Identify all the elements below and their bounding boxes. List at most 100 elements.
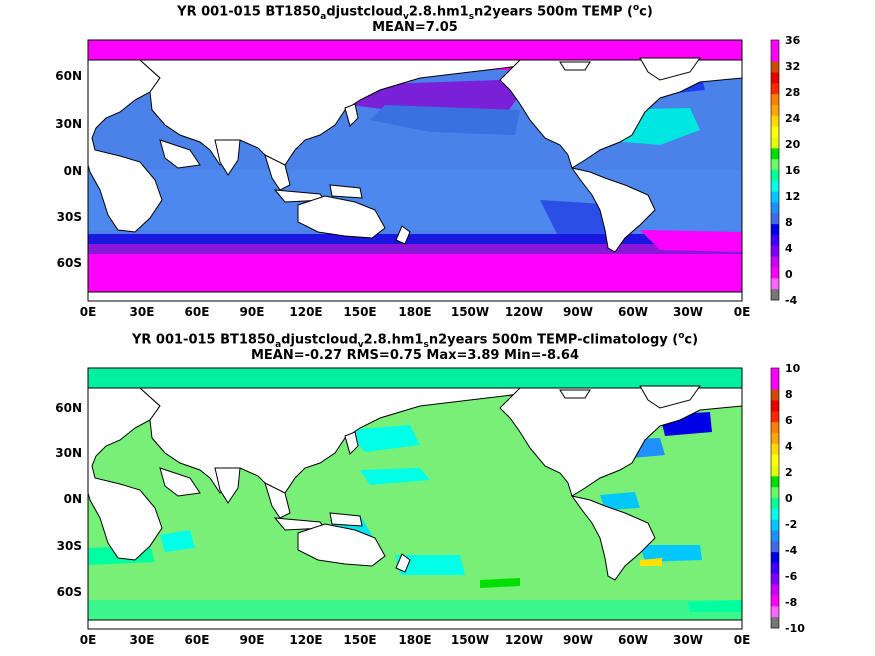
colorbar-swatch xyxy=(771,411,779,423)
colorbar-swatch xyxy=(771,126,779,138)
colorbar-swatch xyxy=(771,454,779,466)
panel2-lat-label: 60S xyxy=(57,585,82,599)
panel1-lon-label: 150E xyxy=(343,305,376,319)
colorbar-swatch xyxy=(771,530,779,542)
panel2-colorbar-label: -6 xyxy=(785,570,798,583)
panel2-lat-label: 30N xyxy=(55,446,82,460)
colorbar-swatch xyxy=(771,465,779,477)
panel2-colorbar-label: -10 xyxy=(785,622,805,635)
panel2-colorbar-label: -8 xyxy=(785,596,797,609)
panel2-lon-label: 60E xyxy=(185,633,210,647)
panel1-colorbar-label: 32 xyxy=(785,60,800,73)
panel1-title: YR 001-015 BT1850adjustcloudv2.8.hm1sn2y… xyxy=(177,3,653,22)
colorbar-swatch xyxy=(771,72,779,84)
colorbar-swatch xyxy=(771,137,779,149)
panel1-lon-label: 0E xyxy=(734,305,751,319)
panel2-lon-label: 150W xyxy=(451,633,489,647)
colorbar-swatch xyxy=(771,170,779,182)
panel1-colorbar xyxy=(770,39,780,301)
panel2-lon-label: 90E xyxy=(240,633,265,647)
panel2-lat-label: 30S xyxy=(57,539,82,553)
colorbar-swatch xyxy=(771,498,779,510)
panel2-lon-label: 90W xyxy=(563,633,593,647)
panel2-lon-label: 120W xyxy=(505,633,543,647)
colorbar-swatch xyxy=(771,180,779,192)
panel2-lon-label: 30E xyxy=(130,633,155,647)
panel2-title: YR 001-015 BT1850adjustcloudv2.8.hm1sn2y… xyxy=(131,331,699,350)
colorbar-swatch xyxy=(771,61,779,73)
panel1-colorbar-label: 16 xyxy=(785,164,801,177)
panel1-colorbar-label: 24 xyxy=(785,112,801,125)
panel1-lon-label: 60E xyxy=(185,305,210,319)
colorbar-swatch xyxy=(771,378,779,390)
panel2-colorbar-label: 6 xyxy=(785,414,793,427)
panel2-subtitle: MEAN=-0.27 RMS=0.75 Max=3.89 Min=-8.64 xyxy=(250,348,580,363)
colorbar-swatch xyxy=(771,289,779,301)
panel1-lon-label: 90W xyxy=(563,305,593,319)
panel1-colorbar-label: 36 xyxy=(785,34,801,47)
colorbar-swatch xyxy=(771,256,779,268)
panel1-lon-label: 120E xyxy=(289,305,322,319)
panel2-colorbar-label: -4 xyxy=(785,544,798,557)
panel1-lon-label: 60W xyxy=(618,305,648,319)
colorbar-swatch xyxy=(771,508,779,520)
panel1-lon-label: 30W xyxy=(673,305,703,319)
colorbar-swatch xyxy=(771,476,779,488)
panel1-lon-label: 0E xyxy=(80,305,97,319)
panel2-colorbar-label: -2 xyxy=(785,518,797,531)
colorbar-swatch xyxy=(771,159,779,171)
colorbar-swatch xyxy=(771,191,779,203)
panel1-lon-label: 120W xyxy=(505,305,543,319)
panel1-colorbar-label: 12 xyxy=(785,190,800,203)
colorbar-swatch xyxy=(771,617,779,629)
colorbar-swatch xyxy=(771,541,779,553)
panel2-lon-label: 120E xyxy=(289,633,322,647)
colorbar-swatch xyxy=(771,105,779,117)
panel2-lat-label: 0N xyxy=(64,492,82,506)
colorbar-swatch xyxy=(771,584,779,596)
panel1-lat-label: 30S xyxy=(57,210,82,224)
colorbar-swatch xyxy=(771,267,779,279)
panel1-frame xyxy=(87,39,743,302)
colorbar-swatch xyxy=(771,50,779,62)
panel1-colorbar-labels: 36 32 28 24 20 16 12 8 4 0 -4 xyxy=(785,34,801,307)
colorbar-swatch xyxy=(771,595,779,607)
panel2-colorbar-labels: 10 8 6 4 2 0 -2 -4 -6 -8 -10 xyxy=(785,362,805,635)
colorbar-swatch xyxy=(771,235,779,247)
panel1-lon-label: 180E xyxy=(398,305,431,319)
colorbar-swatch xyxy=(771,115,779,127)
panel1-lat-label: 60S xyxy=(57,256,82,270)
colorbar-swatch xyxy=(771,148,779,160)
colorbar-swatch xyxy=(771,519,779,531)
panel2-map xyxy=(88,368,742,629)
colorbar-swatch xyxy=(771,368,779,380)
panel2-lon-label: 0E xyxy=(734,633,751,647)
panel2-lon-label: 60W xyxy=(618,633,648,647)
colorbar-swatch xyxy=(771,422,779,434)
panel2-colorbar-label: 10 xyxy=(785,362,801,375)
panel2-colorbar-label: 8 xyxy=(785,388,793,401)
colorbar-swatch xyxy=(771,400,779,412)
panel1-lon-labels: 0E 30E 60E 90E 120E 150E 180E 150W 120W … xyxy=(80,305,751,319)
colorbar-swatch xyxy=(771,40,779,52)
colorbar-swatch xyxy=(771,245,779,257)
panel2-colorbar-label: 4 xyxy=(785,440,793,453)
panel2-frame xyxy=(87,367,743,630)
panel1-subtitle: MEAN=7.05 xyxy=(372,20,458,35)
panel2-lon-label: 30W xyxy=(673,633,703,647)
colorbar-swatch xyxy=(771,278,779,290)
panel2-lon-label: 180E xyxy=(398,633,431,647)
panel1-map xyxy=(88,40,742,301)
colorbar-swatch xyxy=(771,213,779,225)
colorbar-border xyxy=(770,367,780,629)
panel1-colorbar-label: -4 xyxy=(785,294,798,307)
colorbar-swatch xyxy=(771,443,779,455)
panel1-lat-label: 60N xyxy=(55,69,82,83)
colorbar-swatch xyxy=(771,563,779,575)
panel1-lon-label: 150W xyxy=(451,305,489,319)
panel2-lon-labels: 0E 30E 60E 90E 120E 150E 180E 150W 120W … xyxy=(80,633,751,647)
colorbar-swatch xyxy=(771,94,779,106)
panel1-lat-labels: 60N 30N 0N 30S 60S xyxy=(55,69,82,270)
panel1-colorbar-label: 0 xyxy=(785,268,793,281)
